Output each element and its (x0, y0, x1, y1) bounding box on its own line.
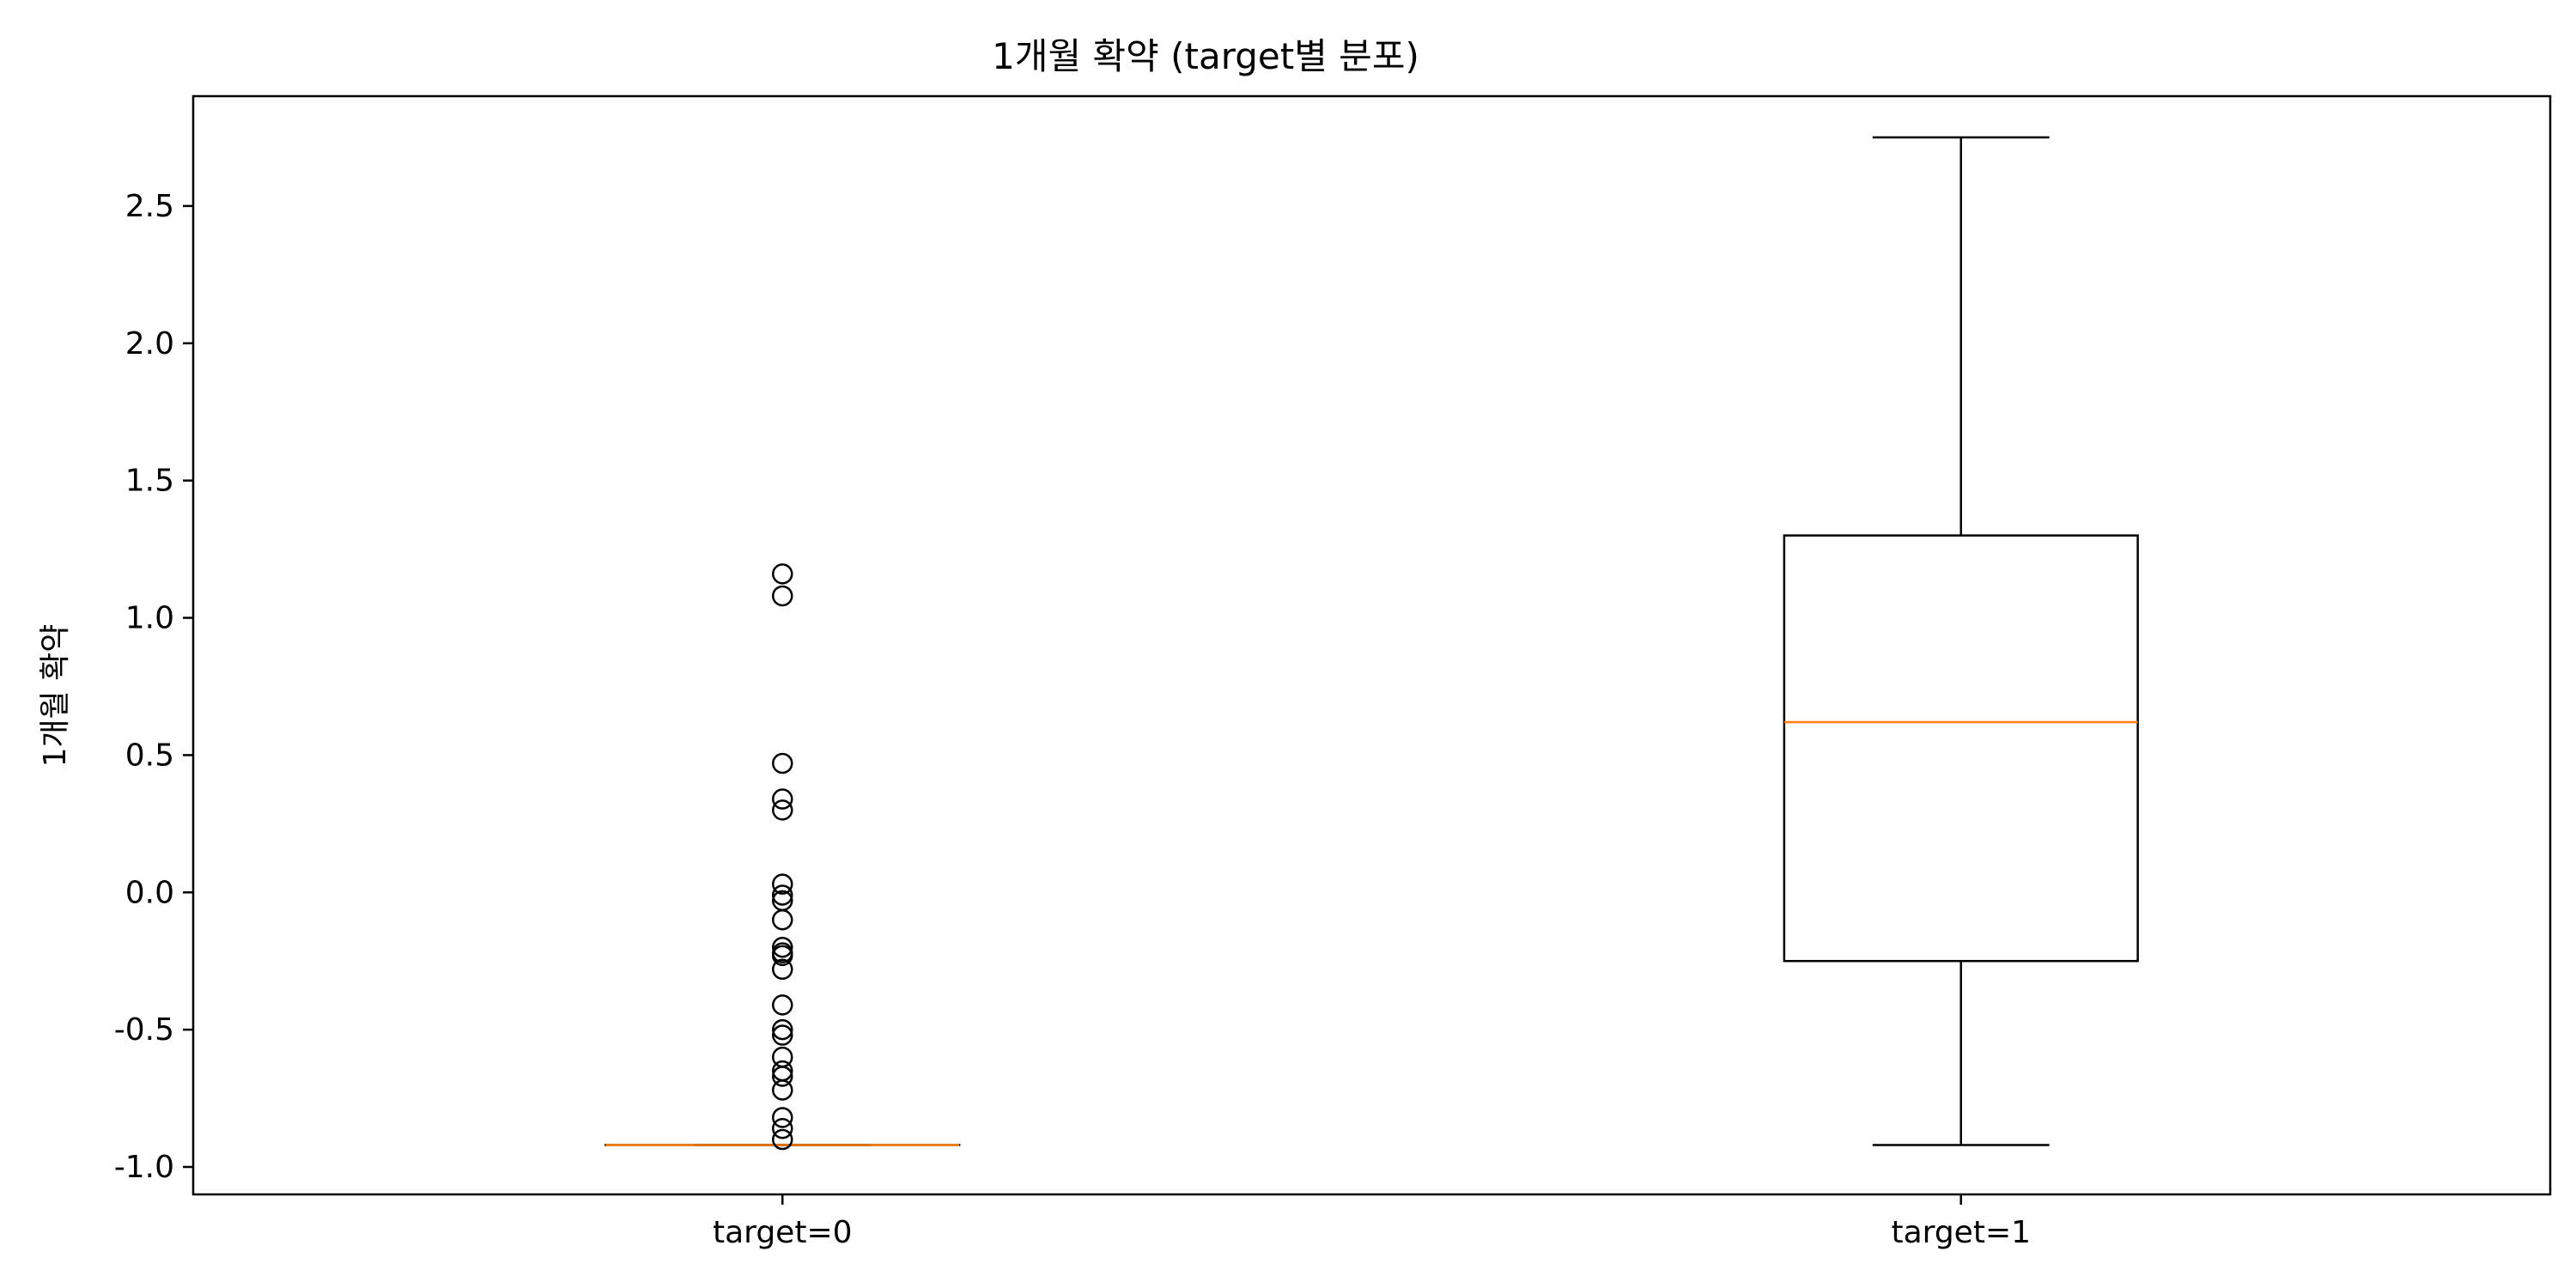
outlier-point (772, 884, 793, 906)
plot-area: -1.0 -0.5 0.0 0.5 1.0 1.5 2.0 2.5 target=0 target… (114, 136, 2139, 1250)
axes-frame (191, 94, 2552, 1196)
outlier-point (772, 1107, 793, 1128)
y-tick-label: 1.0 (125, 601, 174, 636)
outlier-point (772, 1128, 793, 1151)
outlier-point (772, 563, 793, 585)
y-tick-label: -1.0 (114, 1150, 174, 1185)
outlier-point (772, 788, 793, 810)
y-tick-label: 0.5 (125, 738, 174, 773)
outlier-point (772, 752, 793, 775)
y-tick-label: 2.0 (125, 326, 174, 361)
outlier-point (772, 585, 793, 607)
chart-title: 1개월 확약 (target별 분포) (992, 35, 1419, 77)
outlier-point (772, 1079, 793, 1101)
y-axis-label: 1개월 확약 (38, 624, 73, 768)
outlier-point (772, 1066, 793, 1087)
outlier-point (772, 936, 793, 958)
x-tick-label: target=1 (1891, 1215, 2031, 1250)
outlier-point (772, 1118, 793, 1139)
outlier-point (772, 945, 793, 967)
outlier-point (772, 909, 793, 931)
y-tick-label: 1.5 (125, 464, 174, 499)
outlier-point (772, 958, 793, 981)
x-tick-label: target=0 (713, 1215, 853, 1250)
box-body (1783, 534, 2139, 963)
outlier-point (772, 799, 793, 821)
outlier-point (772, 873, 793, 895)
y-tick-label: -0.5 (114, 1012, 174, 1048)
outlier-point (772, 1018, 793, 1041)
y-tick-label: 0.0 (125, 875, 174, 910)
outlier-point (772, 994, 793, 1016)
y-tick-label: 2.5 (125, 189, 174, 224)
outlier-point (772, 1024, 793, 1046)
